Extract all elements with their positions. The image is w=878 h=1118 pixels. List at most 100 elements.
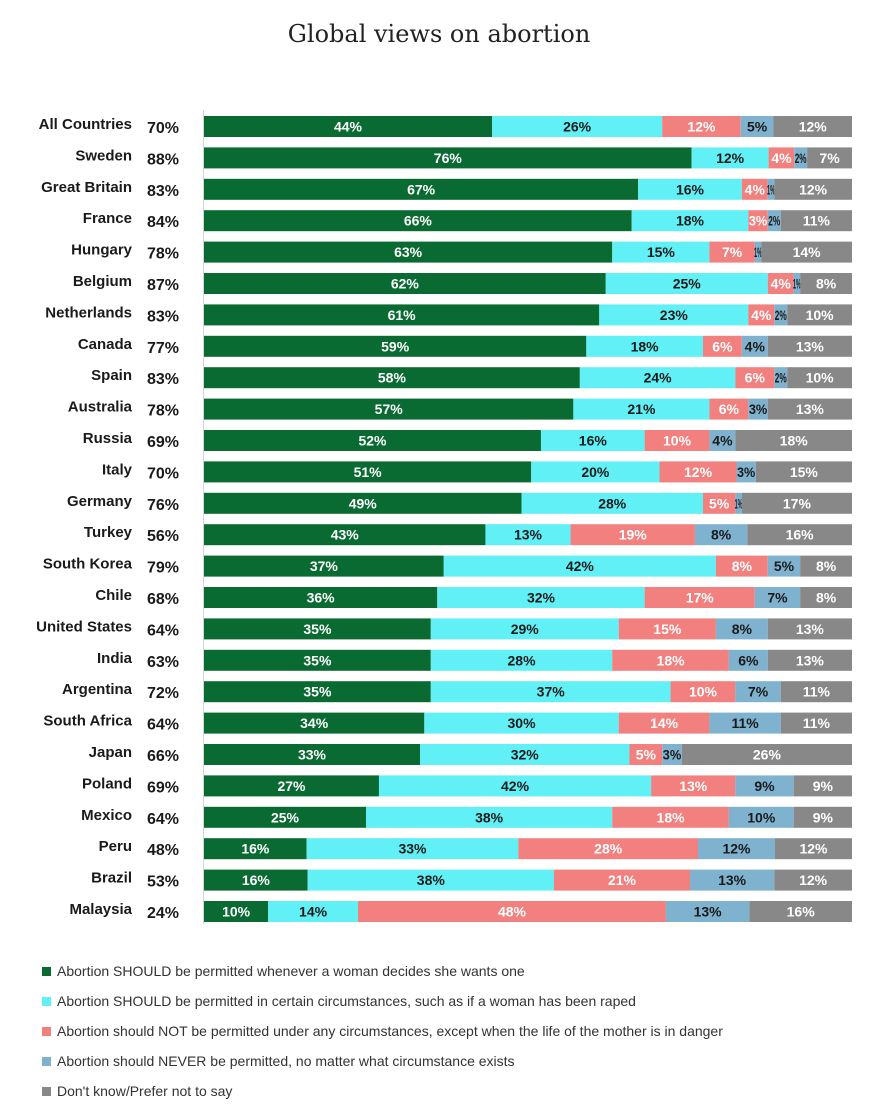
data-label-hungary-dont-know: 14%: [793, 244, 822, 260]
bar-germany-dont-know: [741, 492, 852, 514]
bar-poland-certain: [378, 775, 652, 797]
data-label-peru-except-life: 28%: [594, 841, 623, 857]
data-label-all-countries-never: 5%: [747, 119, 768, 135]
bar-argentina-dont-know: [780, 681, 852, 703]
data-label-netherlands-whenever: 61%: [388, 307, 417, 323]
data-label-india-dont-know: 13%: [796, 652, 825, 668]
bar-netherlands-never: [774, 304, 788, 326]
data-label-chile-whenever: 36%: [307, 590, 336, 606]
data-label-malaysia-whenever: 10%: [222, 904, 251, 920]
category-label-chile: Chile: [95, 587, 132, 604]
data-label-great-britain-certain: 16%: [676, 181, 705, 197]
bar-netherlands-certain: [599, 304, 749, 326]
legend-item-certain: Abortion SHOULD be permitted in certain …: [42, 986, 723, 1016]
bar-peru-whenever: [204, 838, 307, 860]
bar-south-africa-dont-know: [780, 712, 852, 734]
category-label-turkey: Turkey: [84, 524, 133, 541]
data-label-peru-never: 12%: [722, 841, 751, 857]
data-label-turkey-whenever: 43%: [331, 527, 360, 543]
bar-france-except-life: [748, 210, 768, 232]
bar-great-britain-except-life: [741, 178, 768, 200]
support-total-united-states: 64%: [147, 622, 179, 639]
bar-canada-dont-know: [767, 335, 852, 357]
bar-germany-never: [735, 492, 742, 514]
support-total-netherlands: 83%: [147, 308, 179, 325]
data-label-argentina-except-life: 10%: [689, 684, 718, 700]
bar-mexico-never: [728, 806, 794, 828]
bar-spain-whenever: [204, 367, 580, 389]
legend-swatch-dont-know: [42, 1086, 51, 1096]
data-label-brazil-never: 13%: [718, 872, 747, 888]
bar-japan-dont-know: [681, 744, 852, 765]
data-label-chile-except-life: 17%: [686, 590, 715, 606]
bar-germany-certain: [521, 492, 703, 514]
bar-russia-dont-know: [735, 430, 852, 451]
data-label-spain-never: 2%: [775, 370, 787, 386]
support-total-germany: 76%: [147, 497, 179, 514]
legend-label-certain: Abortion SHOULD be permitted in certain …: [57, 993, 636, 1009]
bar-all-countries-except-life: [662, 116, 741, 137]
data-label-mexico-never: 10%: [747, 809, 776, 825]
bar-peru-dont-know: [775, 838, 852, 860]
data-label-malaysia-certain: 14%: [299, 904, 328, 920]
data-label-france-except-life: 3%: [749, 213, 768, 229]
data-label-brazil-dont-know: 12%: [799, 872, 828, 888]
support-total-france: 84%: [147, 214, 179, 231]
data-label-south-africa-never: 11%: [731, 715, 759, 731]
data-label-netherlands-never: 2%: [775, 307, 787, 323]
support-total-canada: 77%: [147, 340, 179, 357]
bar-australia-never: [748, 398, 768, 420]
data-label-south-africa-whenever: 34%: [300, 715, 329, 731]
data-label-brazil-except-life: 21%: [608, 872, 637, 888]
bar-russia-certain: [540, 430, 645, 451]
support-total-india: 63%: [147, 654, 179, 671]
bar-mexico-whenever: [204, 806, 366, 828]
bar-italy-except-life: [659, 461, 737, 483]
support-total-brazil: 53%: [147, 874, 179, 891]
chart-rows: All Countries 70% 44% 26% 12% 5% 12%Sweden 88% 7…: [36, 116, 852, 922]
support-total-italy: 70%: [147, 465, 179, 482]
support-total-turkey: 56%: [147, 528, 179, 545]
category-label-all-countries: All Countries: [39, 116, 132, 133]
bar-poland-never: [735, 775, 794, 797]
support-total-south-africa: 64%: [147, 717, 179, 734]
bar-australia-whenever: [204, 398, 574, 420]
data-label-canada-whenever: 59%: [381, 338, 410, 354]
category-label-argentina: Argentina: [62, 681, 133, 698]
legend-swatch-never: [42, 1056, 51, 1066]
bar-malaysia-whenever: [204, 901, 269, 922]
data-label-russia-dont-know: 18%: [780, 433, 809, 449]
bar-all-countries-dont-know: [773, 116, 852, 137]
category-label-united-states: United States: [36, 618, 132, 635]
bar-canada-certain: [586, 335, 703, 357]
bar-hungary-never: [754, 241, 762, 263]
data-label-peru-whenever: 16%: [241, 841, 270, 857]
data-label-russia-except-life: 10%: [663, 433, 692, 449]
data-label-sweden-whenever: 76%: [434, 150, 463, 166]
bar-chile-whenever: [204, 587, 438, 608]
data-label-hungary-never: 1%: [754, 244, 762, 260]
bar-brazil-except-life: [553, 869, 690, 891]
legend-item-except-life: Abortion should NOT be permitted under a…: [42, 1016, 723, 1046]
category-label-russia: Russia: [83, 430, 133, 447]
legend-item-dont-know: Don't know/Prefer not to say: [42, 1076, 723, 1106]
data-label-india-certain: 28%: [508, 652, 537, 668]
bar-turkey-whenever: [204, 524, 486, 546]
data-label-mexico-except-life: 18%: [657, 809, 686, 825]
bar-all-countries-whenever: [204, 116, 492, 137]
bar-turkey-dont-know: [747, 524, 852, 546]
data-label-italy-except-life: 12%: [684, 464, 713, 480]
support-total-peru: 48%: [147, 842, 179, 859]
data-label-great-britain-except-life: 4%: [745, 181, 766, 197]
data-label-italy-whenever: 51%: [354, 464, 383, 480]
bar-netherlands-dont-know: [787, 304, 852, 326]
category-label-malaysia: Malaysia: [69, 901, 132, 918]
bar-india-whenever: [204, 649, 431, 671]
bar-peru-except-life: [518, 838, 699, 860]
support-total-poland: 69%: [147, 779, 179, 796]
data-label-belgium-certain: 25%: [673, 276, 702, 292]
category-label-sweden: Sweden: [75, 147, 132, 164]
bar-chile-certain: [437, 587, 645, 608]
bar-sweden-never: [794, 147, 808, 169]
bar-japan-whenever: [204, 744, 420, 765]
